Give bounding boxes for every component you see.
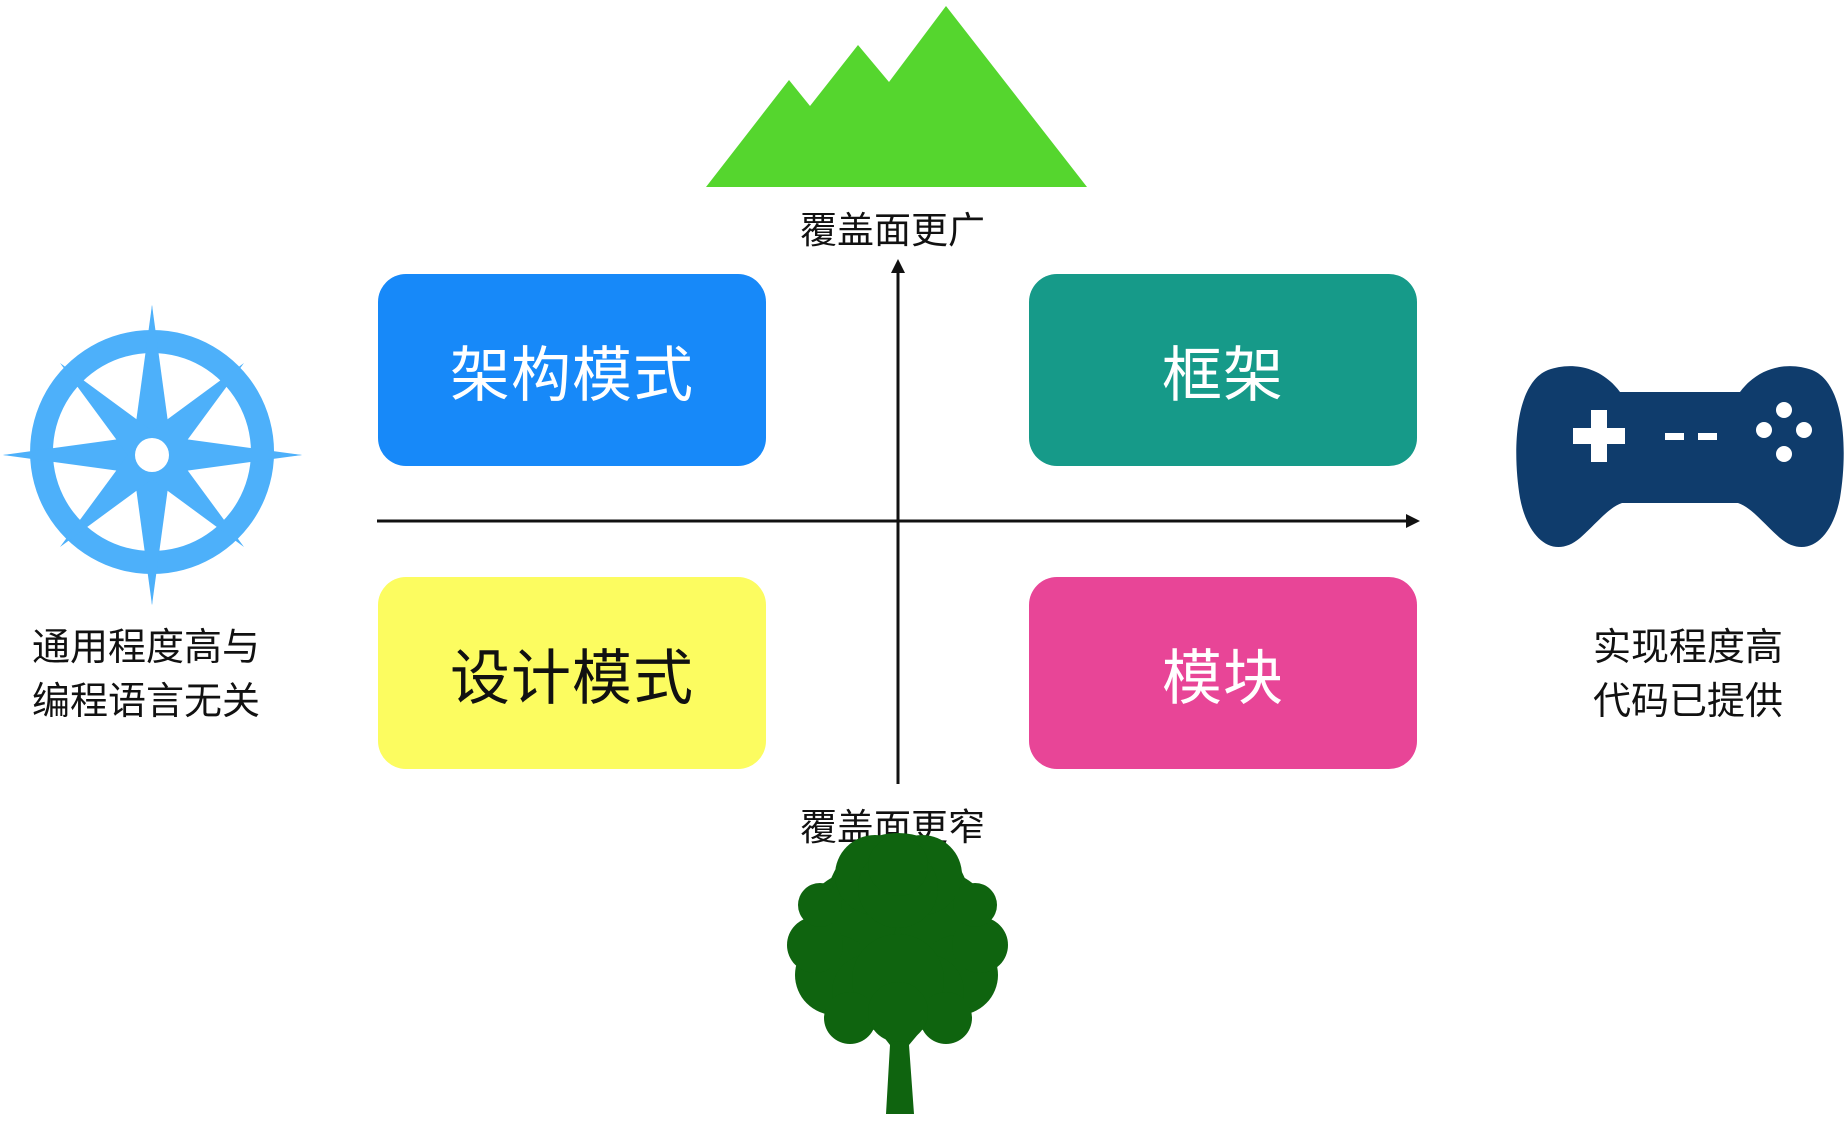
- quadrant-label: 架构模式: [450, 340, 694, 411]
- quadrant-architecture-patterns: 架构模式: [378, 274, 766, 466]
- right-caption-line1: 实现程度高: [1593, 625, 1784, 669]
- quadrant-label: 模块: [1162, 643, 1284, 714]
- quadrant-label: 框架: [1162, 340, 1284, 411]
- quadrant-label: 设计模式: [450, 643, 694, 714]
- quadrant-framework: 框架: [1029, 274, 1417, 466]
- axis-top-label: 覆盖面更广: [800, 209, 985, 252]
- y-axis-arrowhead: [891, 259, 905, 273]
- right-caption-line2: 代码已提供: [1593, 679, 1784, 723]
- right-caption: 实现程度高 代码已提供: [1593, 620, 1783, 728]
- x-axis-arrowhead: [1406, 514, 1420, 528]
- left-caption-line2: 编程语言无关: [32, 679, 261, 723]
- left-caption: 通用程度高与 编程语言无关: [32, 620, 260, 728]
- quadrant-module: 模块: [1029, 577, 1417, 769]
- quadrant-design-patterns: 设计模式: [378, 577, 766, 769]
- left-caption-line1: 通用程度高与: [32, 625, 261, 669]
